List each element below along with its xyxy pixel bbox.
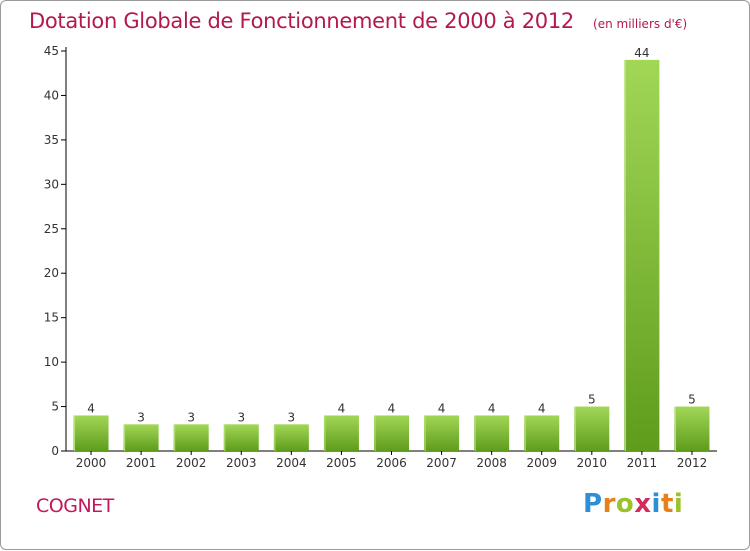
x-tick-label: 2008 [476,456,507,470]
data-label: 3 [187,410,195,424]
data-label: 4 [488,401,496,415]
y-tick-label: 40 [44,88,59,102]
logo-letter: P [583,489,603,519]
y-tick-label: 45 [44,44,59,58]
bar [223,424,259,451]
x-tick-label: 2010 [577,456,608,470]
logo-letter: o [615,489,635,519]
y-tick-label: 0 [51,444,59,458]
y-tick-label: 5 [51,400,59,414]
commune-name: COGNET [36,495,114,517]
y-tick-label: 20 [44,266,59,280]
data-label: 5 [688,393,696,407]
logo-letter: i [673,489,684,519]
bar [173,424,209,451]
x-tick-label: 2011 [627,456,658,470]
bar [574,406,610,451]
x-tick-label: 2005 [326,456,357,470]
bar [123,424,159,451]
logo-letter: x [634,489,652,519]
bar [73,415,109,451]
x-tick-label: 2001 [126,456,157,470]
x-tick-label: 2006 [376,456,407,470]
y-tick-label: 30 [44,177,59,191]
bar [323,415,359,451]
data-label: 5 [588,393,596,407]
y-tick-label: 10 [44,355,59,369]
logo-letter: r [602,489,616,519]
y-tick-label: 15 [44,311,59,325]
x-tick-label: 2003 [226,456,257,470]
bar [674,406,710,451]
logo-letter: t [660,489,674,519]
x-tick-label: 2009 [526,456,557,470]
bar [374,415,409,451]
logo-letter: i [651,489,661,519]
bar [424,415,460,451]
bar [474,415,510,451]
x-tick-label: 2002 [176,456,207,470]
bar [624,59,660,452]
data-label: 4 [338,401,346,415]
bar [524,415,560,451]
x-tick-label: 2007 [426,456,457,470]
data-label: 4 [438,401,446,415]
data-label: 44 [634,46,649,60]
x-tick-label: 2012 [677,456,708,470]
x-tick-label: 2000 [76,456,107,470]
data-label: 3 [237,410,245,424]
title-row: Dotation Globale de Fonctionnement de 20… [29,9,687,33]
proxiti-logo: Proxiti [583,489,683,519]
chart-title: Dotation Globale de Fonctionnement de 20… [29,9,574,33]
bar [273,424,309,451]
y-tick-label: 25 [44,222,59,236]
data-label: 3 [288,410,296,424]
data-label: 4 [87,401,95,415]
data-label: 4 [388,401,396,415]
data-label: 3 [137,410,145,424]
x-tick-label: 2004 [276,456,307,470]
y-tick-label: 35 [44,133,59,147]
data-label: 4 [538,401,546,415]
chart-unit: (en milliers d'€) [593,17,688,31]
